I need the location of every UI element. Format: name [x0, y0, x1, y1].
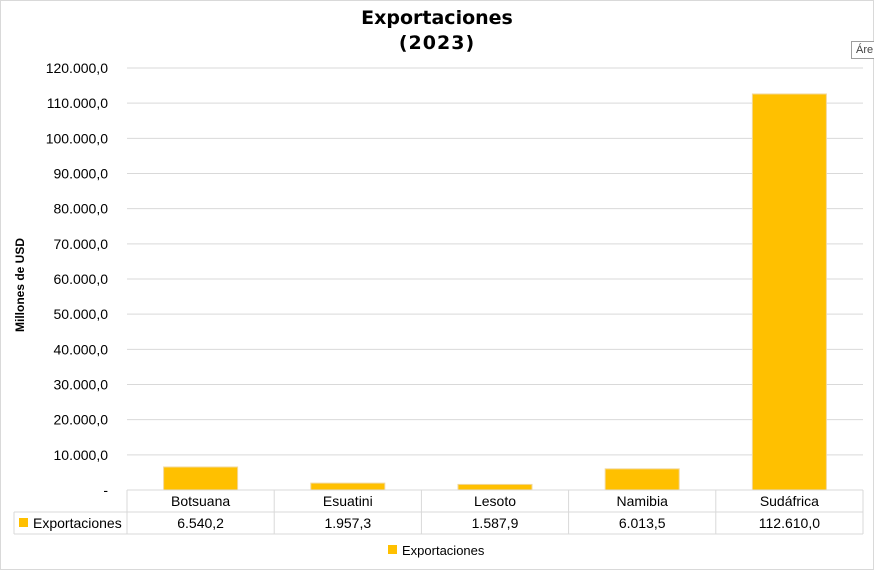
gridlines — [127, 67, 863, 456]
legend: Exportaciones — [388, 543, 485, 558]
hover-tooltip: Áre — [851, 41, 874, 59]
chart-title: Exportaciones — [361, 7, 513, 29]
y-tick-label: 90.000,0 — [54, 166, 109, 182]
data-label: 1.587,9 — [472, 515, 519, 531]
bar — [310, 482, 386, 491]
y-tick-label: 100.000,0 — [46, 130, 108, 146]
x-tick-label: Lesoto — [474, 493, 516, 509]
y-tick-label: - — [103, 482, 108, 498]
data-label: 1.957,3 — [324, 515, 371, 531]
data-table: Exportaciones Botsuana 6.540,2 Esuatini 1.95… — [13, 489, 864, 535]
x-tick-label: Sudáfrica — [760, 493, 819, 509]
y-tick-label: 60.000,0 — [54, 271, 109, 287]
y-tick-label: 110.000,0 — [47, 95, 108, 111]
y-tick-label: 10.000,0 — [54, 447, 109, 463]
data-label: 6.013,5 — [619, 515, 666, 531]
bar — [163, 466, 239, 491]
legend-swatch — [388, 545, 397, 554]
y-tick-label: 70.000,0 — [54, 236, 109, 252]
y-tick-label: 30.000,0 — [54, 377, 109, 393]
x-tick-label: Botsuana — [171, 493, 230, 509]
y-tick-label: 120.000,0 — [46, 60, 108, 76]
y-axis-ticks: - 10.000,0 20.000,0 30.000,0 40.000,0 50.000,… — [46, 60, 109, 498]
bar — [604, 468, 680, 491]
bars — [163, 93, 827, 491]
table-row-header: Exportaciones — [33, 515, 122, 531]
data-label: 6.540,2 — [177, 515, 224, 531]
bar — [751, 93, 827, 491]
chart-subtitle: (2023) — [398, 32, 476, 54]
x-tick-label: Esuatini — [323, 493, 373, 509]
bar — [457, 483, 533, 491]
x-tick-label: Namibia — [617, 493, 669, 509]
data-label: 112.610,0 — [759, 515, 820, 531]
y-tick-label: 20.000,0 — [54, 412, 109, 428]
legend-label: Exportaciones — [402, 543, 485, 558]
legend-key-swatch — [19, 518, 28, 527]
y-tick-label: 50.000,0 — [54, 306, 109, 322]
y-tick-label: 80.000,0 — [54, 201, 109, 217]
y-tick-label: 40.000,0 — [54, 341, 109, 357]
